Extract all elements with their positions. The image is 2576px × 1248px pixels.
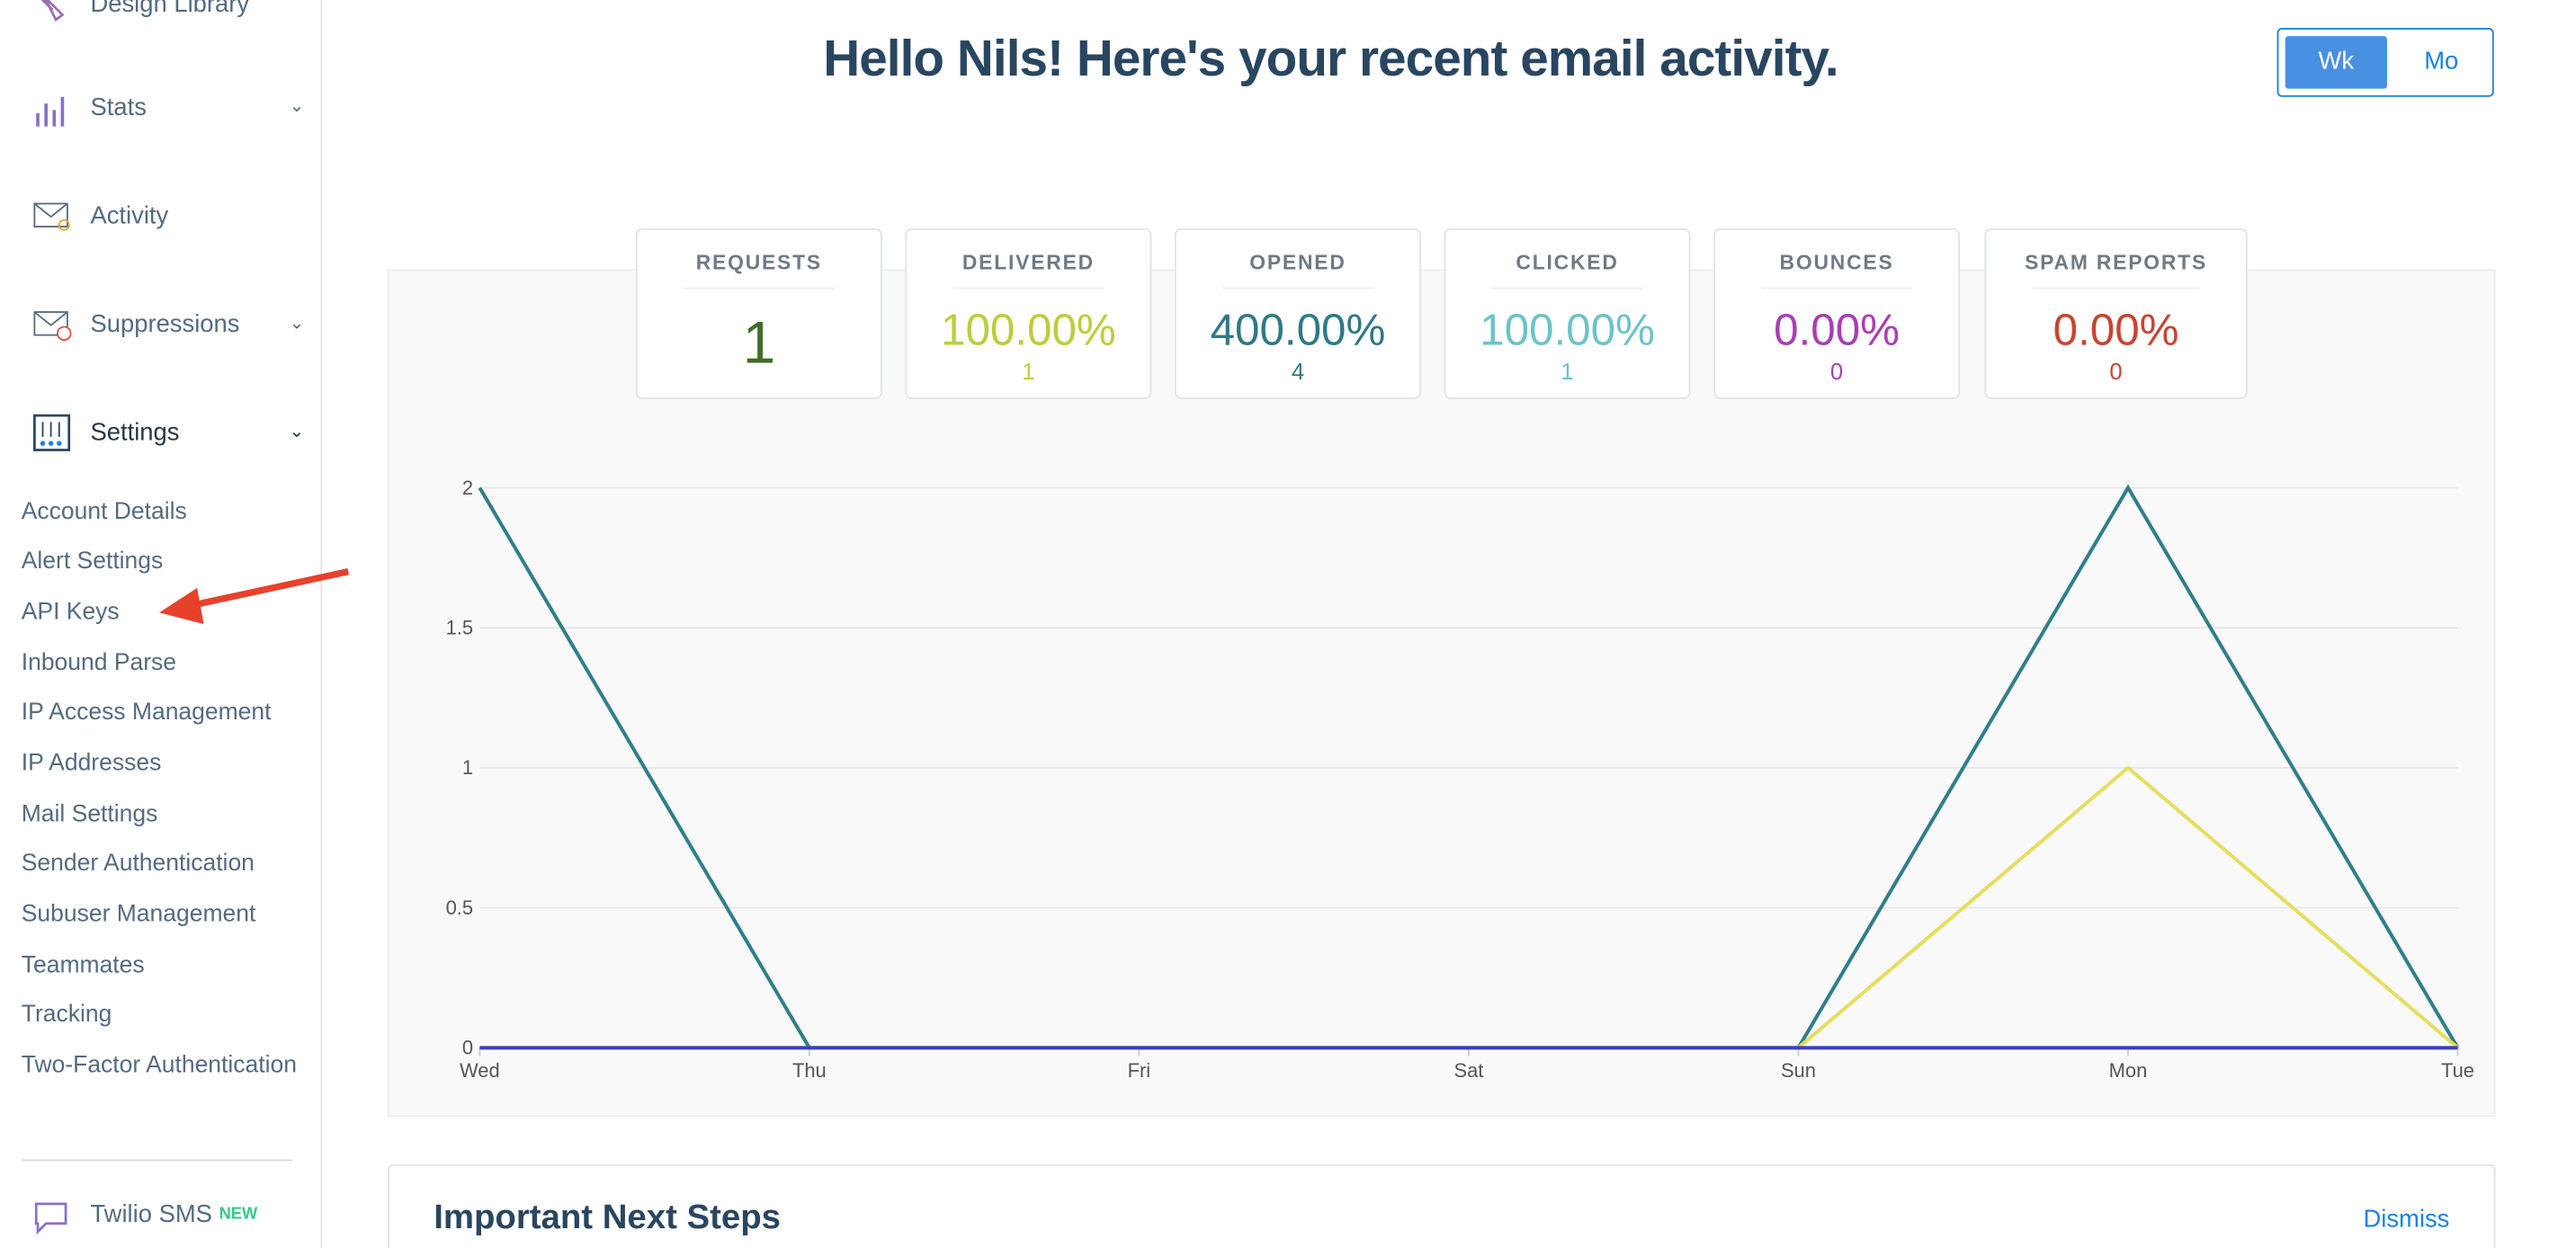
x-tick-label: Wed [460, 1059, 500, 1082]
icon [33, 202, 70, 231]
y-tick-label: 1 [462, 756, 473, 779]
stat-value: 0.00% [1774, 305, 1900, 355]
stat-separator [953, 287, 1105, 290]
stat-label: OPENED [1249, 251, 1346, 275]
stat-count: 1 [1022, 358, 1035, 385]
stat-label: SPAM REPORTS [2025, 251, 2208, 275]
nav-item[interactable]: Stats [90, 94, 147, 122]
sidebar: Design Library Stats ⌄ Activity Suppress… [0, 0, 323, 1248]
section-title: Important Next Steps [434, 1199, 781, 1237]
settings-link[interactable]: Alert Settings [21, 548, 164, 575]
chart-panel [388, 269, 2496, 1118]
icon [36, 96, 65, 127]
settings-link[interactable]: Tracking [21, 1002, 112, 1029]
settings-link[interactable]: Subuser Management [21, 901, 256, 928]
stat-separator [1491, 287, 1643, 290]
settings-link[interactable]: Two-Factor Authentication [21, 1052, 297, 1080]
stat-separator [2032, 287, 2200, 290]
nav-item[interactable]: Twilio SMS NEW [90, 1200, 257, 1230]
icon [40, 0, 65, 22]
chevron: ⌄ [289, 422, 305, 442]
stat-card: SPAM REPORTS 0.00% 0 [1984, 227, 2248, 399]
x-tick-label: Mon [2109, 1059, 2148, 1082]
badge: NEW [219, 1205, 258, 1224]
stat-separator [1761, 287, 1913, 290]
settings-link[interactable]: API Keys [21, 599, 120, 626]
stat-card: OPENED 400.00% 4 [1174, 227, 1421, 399]
toggle-button[interactable]: Wk [2285, 36, 2387, 89]
x-tick-label: Thu [792, 1059, 827, 1082]
stat-value: 0.00% [2053, 305, 2179, 355]
x-tick-label: Sat [1453, 1059, 1483, 1082]
nav-item[interactable]: Activity [90, 201, 169, 230]
stat-label: DELIVERED [962, 251, 1095, 275]
chevron: ⌄ [289, 313, 305, 334]
stat-count: 1 [1561, 358, 1574, 385]
stat-card: CLICKED 100.00% 1 [1444, 227, 1691, 399]
stat-card: DELIVERED 100.00% 1 [905, 227, 1152, 399]
stat-value: 1 [742, 308, 776, 377]
stat-value: 100.00% [941, 305, 1116, 355]
stat-value: 100.00% [1480, 305, 1655, 355]
nav-item[interactable]: Settings [90, 418, 180, 447]
stat-label: CLICKED [1516, 251, 1619, 275]
stat-label: REQUESTS [695, 251, 822, 275]
stat-card: REQUESTS 1 [635, 227, 882, 399]
next-steps-card: Important Next Steps Dismiss [388, 1164, 2496, 1248]
divider [21, 1159, 293, 1162]
y-tick-label: 1.5 [446, 616, 473, 638]
page-title: Hello Nils! Here's your recent email act… [823, 29, 1838, 87]
period-toggle: Wk Mo [2276, 28, 2494, 97]
chevron: ⌄ [289, 96, 305, 117]
x-tick-label: Fri [1128, 1059, 1151, 1082]
icon [34, 1202, 67, 1235]
stat-count: 0 [2109, 358, 2123, 385]
settings-link[interactable]: Account Details [21, 499, 187, 526]
x-tick-label: Sun [1781, 1059, 1816, 1082]
label: Twilio SMS [90, 1200, 212, 1229]
settings-link[interactable]: Inbound Parse [21, 650, 177, 677]
stat-card: BOUNCES 0.00% 0 [1713, 227, 1961, 399]
stat-count: 4 [1291, 358, 1305, 385]
nav-item[interactable]: Suppressions [90, 310, 240, 339]
settings-link[interactable]: IP Addresses [21, 750, 162, 777]
y-tick-label: 0 [462, 1037, 473, 1059]
stat-separator [1221, 287, 1373, 290]
y-tick-label: 2 [462, 477, 473, 499]
nav-item[interactable]: Design Library [90, 0, 250, 19]
y-tick-label: 0.5 [446, 896, 473, 919]
settings-link[interactable]: Mail Settings [21, 801, 158, 828]
settings-link[interactable]: Sender Authentication [21, 851, 255, 878]
stat-count: 0 [1829, 358, 1844, 385]
icon [32, 414, 71, 451]
stat-label: BOUNCES [1779, 251, 1894, 275]
settings-link[interactable]: IP Access Management [21, 700, 272, 727]
settings-link[interactable]: Teammates [21, 952, 145, 979]
icon [33, 311, 72, 342]
toggle-button[interactable]: Mo [2424, 47, 2459, 76]
annotation-arrow [159, 568, 349, 625]
dismiss-link[interactable]: Dismiss [2363, 1205, 2450, 1234]
stat-separator [683, 287, 835, 290]
stat-value: 400.00% [1210, 305, 1386, 355]
x-tick-label: Tue [2441, 1059, 2474, 1082]
